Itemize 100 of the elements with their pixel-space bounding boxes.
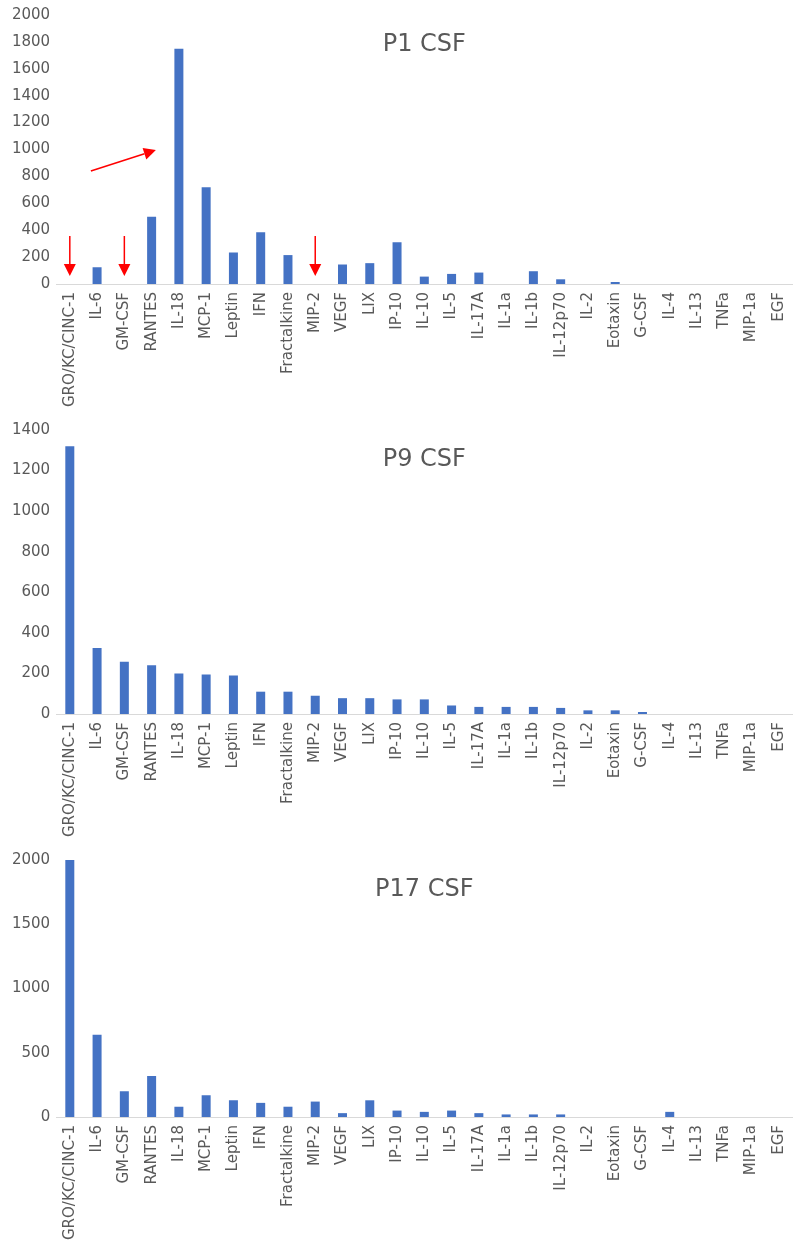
x-tick-label: Fractalkine — [277, 1125, 296, 1207]
bar — [528, 706, 538, 714]
bar — [474, 1113, 484, 1117]
x-tick-label: RANTES — [141, 722, 160, 782]
text: P9 CSF — [382, 444, 466, 473]
bar — [174, 1106, 184, 1117]
x-tick-label: IL-2 — [577, 292, 596, 320]
y-tick-label: 1000 — [11, 139, 51, 158]
y-tick-label: 800 — [21, 541, 51, 560]
bar — [365, 1100, 375, 1117]
bar — [474, 272, 484, 284]
y-tick-label: 1200 — [11, 460, 51, 479]
x-tick-label: GM-CSF — [114, 292, 133, 351]
y-tick-label: 500 — [21, 1042, 51, 1061]
bar — [119, 661, 129, 714]
bar — [447, 705, 457, 714]
y-tick-label: 600 — [21, 582, 51, 601]
x-tick-label: MIP-1a — [741, 1125, 760, 1176]
x-tick-label: VEGF — [332, 722, 351, 762]
bar — [392, 699, 402, 714]
y-tick-label: 0 — [40, 1106, 51, 1125]
bar — [419, 1111, 429, 1117]
x-tick-label: IL-5 — [441, 292, 460, 320]
x-tick-label: IFN — [250, 722, 269, 747]
bar — [256, 1102, 266, 1117]
x-tick-label: IL-12p70 — [550, 292, 569, 358]
x-tick-label: MIP-2 — [305, 292, 324, 334]
y-tick-label: 0 — [40, 703, 51, 722]
x-tick-label: IL-1b — [523, 292, 542, 329]
x-tick-label: MCP-1 — [196, 292, 215, 340]
bar — [92, 648, 102, 714]
bar — [501, 1114, 511, 1117]
bar — [283, 1106, 293, 1117]
x-tick-label: IFN — [250, 1125, 269, 1150]
bar — [283, 691, 293, 714]
x-tick-label: IL-2 — [577, 1125, 596, 1153]
x-tick-label: GM-CSF — [114, 722, 133, 781]
y-tick-label: 400 — [21, 220, 51, 239]
x-tick-label: IP-10 — [386, 1125, 405, 1163]
x-tick-label: IL-1a — [496, 1125, 515, 1162]
y-tick-label: 400 — [21, 622, 51, 641]
x-tick-label: Leptin — [223, 292, 242, 339]
bar — [528, 1114, 538, 1117]
bar — [228, 675, 238, 714]
bar — [228, 252, 238, 284]
bar — [310, 695, 320, 714]
x-tick-label: IL-10 — [414, 292, 433, 330]
bar — [92, 1034, 102, 1117]
x-tick-label: IL-18 — [168, 292, 187, 330]
bar — [365, 263, 375, 284]
bar — [65, 860, 75, 1117]
bar — [256, 691, 266, 714]
text: P1 CSF — [382, 29, 466, 58]
x-tick-label: MIP-2 — [305, 1125, 324, 1167]
x-tick-label: IL-10 — [414, 1125, 433, 1163]
x-tick-label: IP-10 — [386, 292, 405, 330]
x-tick-label: IL-13 — [686, 1125, 705, 1163]
bar — [147, 665, 157, 714]
x-tick-label: IFN — [250, 292, 269, 317]
x-tick-label: IL-1b — [523, 722, 542, 759]
bar — [556, 279, 566, 284]
bar — [556, 1114, 566, 1117]
x-tick-label: RANTES — [141, 292, 160, 352]
x-tick-label: GRO/KC/CINC-1 — [59, 722, 78, 837]
y-tick-label: 200 — [21, 246, 51, 265]
x-tick-label: IL-5 — [441, 722, 460, 750]
y-tick-label: 1400 — [11, 419, 51, 438]
bar — [528, 271, 538, 284]
x-tick-label: MCP-1 — [196, 722, 215, 770]
y-tick-label: 1000 — [11, 501, 51, 520]
x-tick-label: GRO/KC/CINC-1 — [59, 292, 78, 407]
bar — [392, 242, 402, 284]
x-tick-label: GRO/KC/CINC-1 — [59, 1125, 78, 1240]
x-tick-label: IL-17A — [468, 1124, 487, 1173]
bar — [637, 711, 647, 714]
bar — [228, 1100, 238, 1117]
y-tick-label: 1600 — [11, 58, 51, 77]
x-tick-label: Eotaxin — [605, 1125, 624, 1182]
x-tick-label: IL-13 — [686, 722, 705, 760]
x-tick-label: G-CSF — [632, 722, 651, 768]
x-tick-label: GM-CSF — [114, 1125, 133, 1184]
x-tick-label: IL-4 — [659, 722, 678, 750]
bar — [256, 232, 266, 284]
bar — [392, 1110, 402, 1117]
bar — [365, 698, 375, 714]
y-tick-label: 0 — [40, 273, 51, 292]
bar — [201, 674, 211, 714]
y-tick-label: 2000 — [11, 849, 51, 868]
x-tick-label: LIX — [359, 722, 378, 746]
x-tick-label: G-CSF — [632, 1125, 651, 1171]
x-tick-label: IL-1a — [496, 722, 515, 759]
bar — [147, 216, 157, 284]
x-tick-label: Fractalkine — [277, 722, 296, 804]
x-tick-label: TNFa — [714, 1125, 733, 1163]
x-tick-label: EGF — [768, 1125, 787, 1155]
x-tick-label: MIP-1a — [741, 292, 760, 343]
bar — [201, 187, 211, 284]
x-tick-label: EGF — [768, 292, 787, 322]
x-tick-label: VEGF — [332, 292, 351, 332]
x-tick-label: IL-17A — [468, 291, 487, 340]
